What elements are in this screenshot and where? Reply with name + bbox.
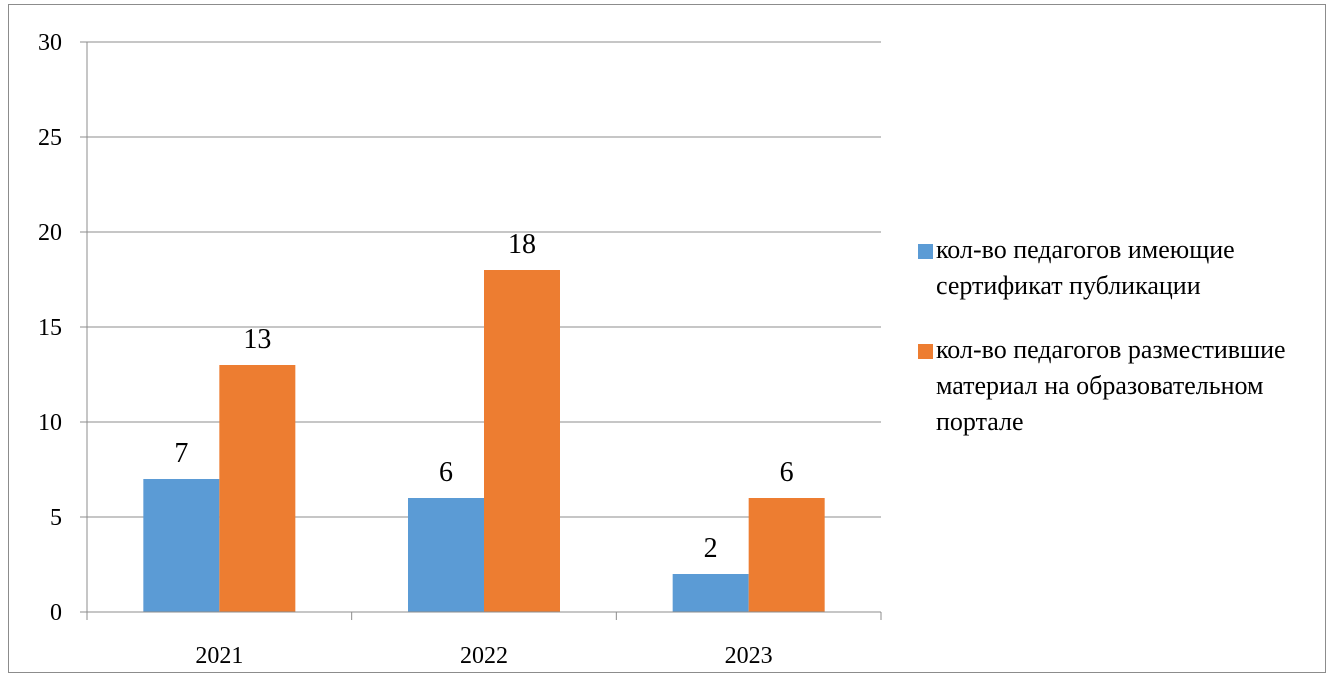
x-tick-label-2021: 2021 [195, 643, 243, 669]
x-tick-label-2023: 2023 [725, 643, 773, 669]
legend-swatch-series-2 [918, 344, 933, 359]
legend-label-series-1: кол-во педагогов имеющие сертификат публ… [936, 235, 1235, 300]
data-label-2021-series-2: 13 [243, 324, 271, 355]
bar-2021-series-1 [143, 479, 220, 612]
data-labels: 7 13 6 18 2 6 [174, 229, 793, 564]
x-tick-label-2022: 2022 [460, 643, 508, 669]
bar-2022-series-2 [484, 270, 560, 612]
y-tick-label-5: 5 [50, 505, 62, 531]
data-label-2021-series-1: 7 [174, 438, 188, 469]
bar-2021-series-2 [219, 365, 296, 612]
legend: кол-во педагогов имеющие сертификат публ… [918, 232, 1323, 468]
data-label-2022-series-1: 6 [439, 457, 453, 488]
axes: 0 5 10 15 20 25 30 2021 2022 2023 [38, 30, 882, 669]
y-tick-label-25: 25 [38, 125, 62, 151]
legend-item-series-2: кол-во педагогов разместившие материал н… [918, 332, 1323, 440]
legend-label-series-2: кол-во педагогов разместившие материал н… [936, 335, 1286, 436]
bars [143, 270, 825, 612]
data-label-2022-series-2: 18 [508, 229, 536, 260]
legend-item-series-1: кол-во педагогов имеющие сертификат публ… [918, 232, 1323, 304]
bar-2023-series-1 [672, 574, 749, 612]
y-tick-label-20: 20 [38, 220, 62, 246]
y-tick-label-30: 30 [38, 30, 62, 56]
bar-2023-series-2 [748, 498, 825, 612]
legend-swatch-series-1 [918, 244, 933, 259]
bar-2022-series-1 [408, 498, 484, 612]
y-tick-label-0: 0 [50, 600, 62, 626]
data-label-2023-series-2: 6 [780, 457, 794, 488]
y-tick-label-10: 10 [38, 410, 62, 436]
y-tick-label-15: 15 [38, 315, 62, 341]
data-label-2023-series-1: 2 [704, 533, 718, 564]
